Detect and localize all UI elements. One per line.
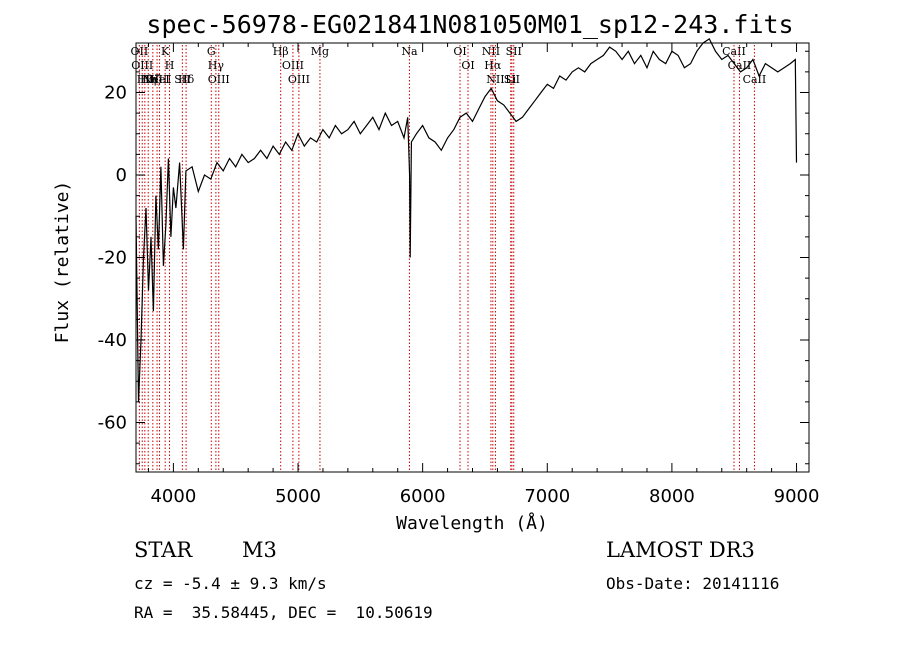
- chart-title: spec-56978-EG021841N081050M01_sp12-243.f…: [146, 10, 793, 39]
- line-marker-label: NII: [486, 73, 504, 86]
- line-marker-label: K: [161, 45, 170, 58]
- line-marker-label: NeIII: [142, 73, 171, 86]
- line-marker-label: SII: [174, 73, 190, 86]
- line-marker-label: OIII: [208, 73, 230, 86]
- y-tick-label: -40: [98, 330, 127, 351]
- x-axis: 4000 5000 6000 7000 8000 9000: [147, 43, 820, 507]
- sky-coordinates: RA = 35.58445, DEC = 10.50619: [134, 603, 433, 622]
- line-marker-label: Na: [401, 45, 418, 58]
- x-tick-label: 6000: [400, 486, 446, 507]
- survey-name: LAMOST DR3: [606, 538, 755, 562]
- line-marker-label: OI: [461, 59, 474, 72]
- y-axis-label: Flux (relative): [52, 181, 73, 344]
- observation-date: Obs-Date: 20141116: [606, 574, 780, 593]
- x-tick-label: 4000: [150, 486, 196, 507]
- line-marker-label: CaII: [722, 45, 746, 58]
- line-marker-label: Hζ: [145, 73, 161, 86]
- line-marker-label: Hη: [140, 73, 156, 86]
- line-marker-label: SII: [506, 45, 522, 58]
- line-marker-label: Hβ: [273, 45, 289, 58]
- line-marker-label: CaII: [743, 73, 767, 86]
- line-marker-label: SII: [504, 73, 520, 86]
- line-marker-label: NII: [482, 45, 500, 58]
- x-tick-label: 9000: [774, 486, 820, 507]
- x-tick-label: 7000: [524, 486, 570, 507]
- line-marker-label: Mg: [311, 45, 329, 58]
- line-marker-label: Hθ: [137, 73, 154, 86]
- y-axis: -60 -40 -20 0 20: [98, 50, 809, 465]
- line-marker-label: Hα: [484, 59, 502, 72]
- x-tick-label: 8000: [649, 486, 695, 507]
- line-marker-label: HeI: [149, 73, 169, 86]
- redshift-velocity: cz = -5.4 ± 9.3 km/s: [134, 574, 327, 593]
- object-subclass: M3: [242, 538, 277, 562]
- y-tick-label: -60: [98, 413, 127, 434]
- line-marker-label: OIII: [288, 73, 310, 86]
- x-axis-label: Wavelength (Å): [396, 512, 548, 534]
- y-tick-label: 20: [104, 83, 127, 104]
- y-tick-label: 0: [116, 165, 127, 186]
- line-marker-label: OI: [453, 45, 466, 58]
- spectrum-series: [135, 38, 798, 402]
- object-class: STAR: [134, 538, 193, 562]
- y-tick-label: -20: [98, 248, 127, 269]
- line-marker-label: Hδ: [178, 73, 195, 86]
- line-marker-label: OIII: [282, 59, 304, 72]
- line-marker-label: G: [207, 45, 216, 58]
- line-marker-label: Hγ: [208, 59, 225, 72]
- line-marker-label: OIII: [131, 59, 153, 72]
- line-markers: OIIOIIIHθHηHζNeIIIHeIKHSIIHδGHγOIIIHβOII…: [131, 45, 767, 472]
- plot-frame: [135, 42, 810, 473]
- line-marker-label: H: [165, 59, 175, 72]
- x-tick-label: 5000: [275, 486, 321, 507]
- line-marker-label: Li: [505, 73, 516, 86]
- series-line: [135, 38, 798, 402]
